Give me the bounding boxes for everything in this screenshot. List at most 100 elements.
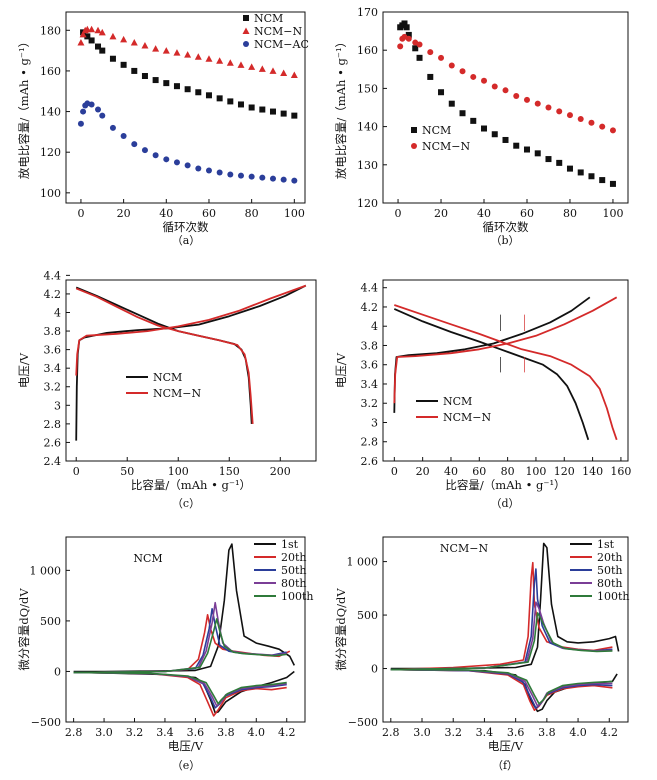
y-tick-label: 500: [40, 615, 61, 628]
plot-frame: [382, 11, 629, 204]
data-point: [237, 61, 245, 68]
series-c-1: NCM−N: [75, 284, 307, 424]
y-tick-label: 3: [54, 399, 61, 412]
series-line: [393, 296, 618, 404]
data-point: [120, 132, 127, 139]
series-f-4: 100th: [390, 590, 630, 705]
data-point: [609, 180, 616, 187]
data-point: [152, 45, 160, 52]
data-point: [438, 89, 445, 96]
legend-label: 20th: [597, 551, 623, 564]
series-line: [390, 668, 613, 705]
x-tick-label: 3.6: [507, 726, 525, 739]
panel-label: （d）: [490, 497, 519, 510]
y-tick-label: 3.2: [44, 381, 62, 394]
series-line: [73, 671, 287, 709]
x-tick-label: 3.4: [476, 726, 494, 739]
series-line: [75, 284, 307, 376]
x-tick-label: 3.8: [217, 726, 235, 739]
y-tick-label: 3.8: [44, 325, 62, 338]
series-line: [393, 308, 590, 441]
data-point: [523, 96, 530, 103]
y-axis-label: 放电比容量/（mAh • g⁻¹）: [17, 36, 31, 179]
y-tick-label: 4.4: [361, 282, 379, 295]
x-tick-label: 50: [120, 465, 134, 478]
x-tick-label: 120: [554, 465, 575, 478]
data-point: [227, 98, 234, 105]
data-point: [577, 115, 584, 122]
legend-label: 50th: [281, 564, 307, 577]
data-point: [448, 100, 455, 107]
data-point: [216, 57, 224, 64]
y-tick-label: −500: [348, 716, 378, 729]
plot-frame: [65, 11, 306, 204]
data-point: [120, 35, 128, 43]
series-line: [73, 671, 287, 705]
data-point: [259, 174, 266, 181]
x-tick-label: 40: [477, 207, 491, 220]
data-point: [427, 73, 434, 80]
plot-frame: [382, 536, 629, 723]
y-tick-label: 120: [40, 146, 61, 159]
x-tick-label: 2.8: [382, 726, 400, 739]
data-point: [534, 150, 541, 157]
y-tick-label: 2.8: [44, 418, 62, 431]
series-b-1: NCM−N: [397, 33, 616, 153]
series-line: [390, 561, 613, 671]
x-tick-label: 4.2: [278, 726, 296, 739]
legend-marker: [243, 15, 249, 21]
y-tick-label: 3.8: [361, 339, 379, 352]
data-point: [405, 31, 412, 38]
data-point: [259, 106, 266, 113]
data-point: [131, 141, 138, 148]
data-point: [130, 38, 138, 46]
y-axis-label: 电压/V: [17, 352, 31, 388]
data-point: [226, 59, 234, 66]
panel-label: （b）: [490, 234, 519, 247]
data-point: [205, 167, 212, 174]
plot-frame: [65, 279, 317, 462]
data-point: [88, 101, 95, 108]
y-tick-label: 1 000: [30, 564, 62, 577]
series-line: [390, 601, 613, 671]
y-tick-label: 2.8: [361, 436, 379, 449]
data-point: [95, 43, 102, 50]
x-tick-label: 100: [602, 207, 623, 220]
legend-marker: [242, 27, 250, 34]
plot-frame: [382, 279, 629, 462]
y-tick-label: 160: [357, 44, 378, 57]
data-point: [79, 30, 87, 38]
data-point: [152, 77, 159, 84]
series-a-2: NCM−AC: [77, 38, 309, 184]
data-point: [502, 136, 509, 143]
data-point: [491, 131, 498, 138]
series-line: [75, 286, 253, 424]
series-line: [73, 608, 287, 674]
data-point: [227, 171, 234, 178]
y-tick-label: 130: [357, 159, 378, 172]
data-point: [194, 53, 202, 60]
data-point: [397, 43, 404, 50]
series-line: [390, 668, 613, 711]
legend-label: 50th: [597, 564, 623, 577]
x-tick-label: 100: [525, 465, 546, 478]
data-point: [141, 147, 148, 154]
series-line: [73, 618, 287, 674]
x-tick-label: 3.6: [187, 726, 205, 739]
data-point: [184, 51, 192, 58]
data-point: [152, 152, 159, 159]
data-point: [184, 162, 191, 169]
data-point: [237, 101, 244, 108]
legend-label: NCM−N: [443, 411, 492, 424]
data-point: [502, 87, 509, 94]
data-point: [609, 127, 616, 134]
series-f-1: 20th: [390, 551, 623, 711]
y-tick-label: −500: [31, 716, 61, 729]
legend-label: 1st: [281, 538, 299, 551]
series-line: [73, 671, 287, 717]
panel-label: （a）: [172, 234, 201, 247]
series-line: [75, 287, 254, 424]
data-point: [109, 124, 116, 131]
x-tick-label: 3.2: [444, 726, 462, 739]
data-point: [248, 104, 255, 111]
